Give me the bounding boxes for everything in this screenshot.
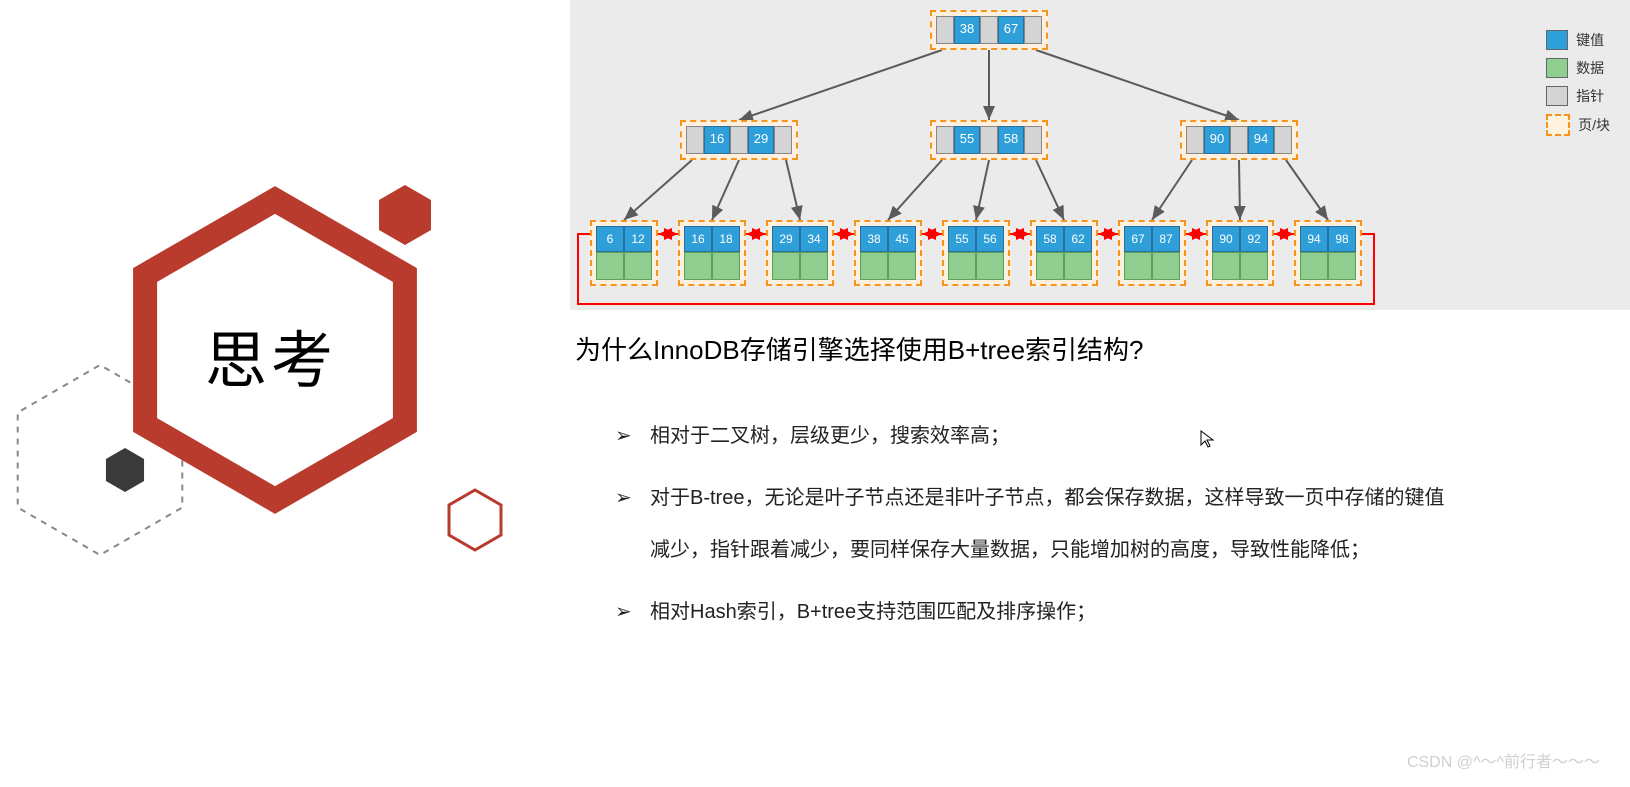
watermark: CSDN @^～^前行者～～～ [1407, 748, 1600, 772]
btree-leaf-node: 9092 [1206, 220, 1274, 286]
btree-leaf-node: 5862 [1030, 220, 1098, 286]
btree-leaf-node: 3845 [854, 220, 922, 286]
btree-internal-node: 3867 [930, 10, 1048, 50]
legend: 键值 数据 指针 页/块 [1546, 30, 1610, 144]
cursor-icon [1200, 430, 1216, 455]
bullet-list: 相对于二叉树，层级更少，搜索效率高； 对于B-tree，无论是叶子节点还是非叶子… [575, 410, 1445, 648]
sidebar-title: 思考 [205, 310, 337, 400]
bullet-item: 对于B-tree，无论是叶子节点还是非叶子节点，都会保存数据，这样导致一页中存储… [615, 472, 1445, 576]
btree-internal-node: 5558 [930, 120, 1048, 160]
btree-internal-node: 9094 [1180, 120, 1298, 160]
bullet-item: 相对于二叉树，层级更少，搜索效率高； [615, 410, 1445, 462]
question-heading: 为什么InnoDB存储引擎选择使用B+tree索引结构? [575, 330, 1144, 367]
legend-page: 页/块 [1546, 114, 1610, 136]
decorations [0, 50, 560, 750]
legend-ptr: 指针 [1546, 86, 1610, 106]
btree-leaf-node: 5556 [942, 220, 1010, 286]
btree-leaf-node: 1618 [678, 220, 746, 286]
btree-internal-node: 1629 [680, 120, 798, 160]
legend-data: 数据 [1546, 58, 1610, 78]
btree-leaf-node: 2934 [766, 220, 834, 286]
legend-key: 键值 [1546, 30, 1610, 50]
bullet-item: 相对Hash索引，B+tree支持范围匹配及排序操作； [615, 586, 1445, 638]
btree-leaf-node: 9498 [1294, 220, 1362, 286]
btree-leaf-node: 612 [590, 220, 658, 286]
btree-leaf-node: 6787 [1118, 220, 1186, 286]
